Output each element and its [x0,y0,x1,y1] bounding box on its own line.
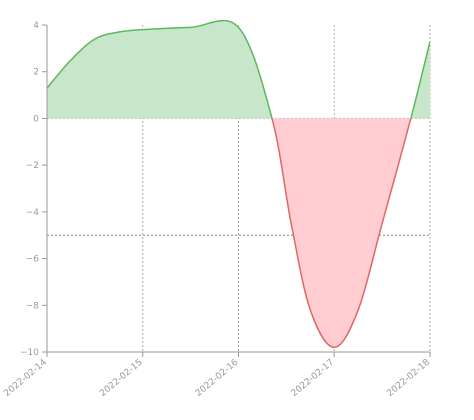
negative-area [47,118,430,348]
y-tick-label: −6 [26,255,40,265]
positive-area [47,20,430,119]
y-tick-label: 0 [33,114,39,124]
y-tick-label: 4 [33,21,39,31]
x-tick-label: 2022-02-15 [98,358,145,399]
positive-line [47,20,430,119]
x-tick-label: 2022-02-16 [194,357,241,398]
y-tick-label: −2 [26,161,39,171]
negative-line [271,118,412,349]
y-tick-label: −4 [26,208,40,218]
x-tick-label: 2022-02-14 [2,357,49,398]
x-tick-label: 2022-02-18 [385,357,432,398]
y-tick-label: 2 [33,68,39,78]
x-tick-label: 2022-02-17 [290,358,337,399]
y-tick-label: −10 [20,348,39,358]
area-series [47,20,430,349]
y-tick-label: −8 [26,301,40,311]
